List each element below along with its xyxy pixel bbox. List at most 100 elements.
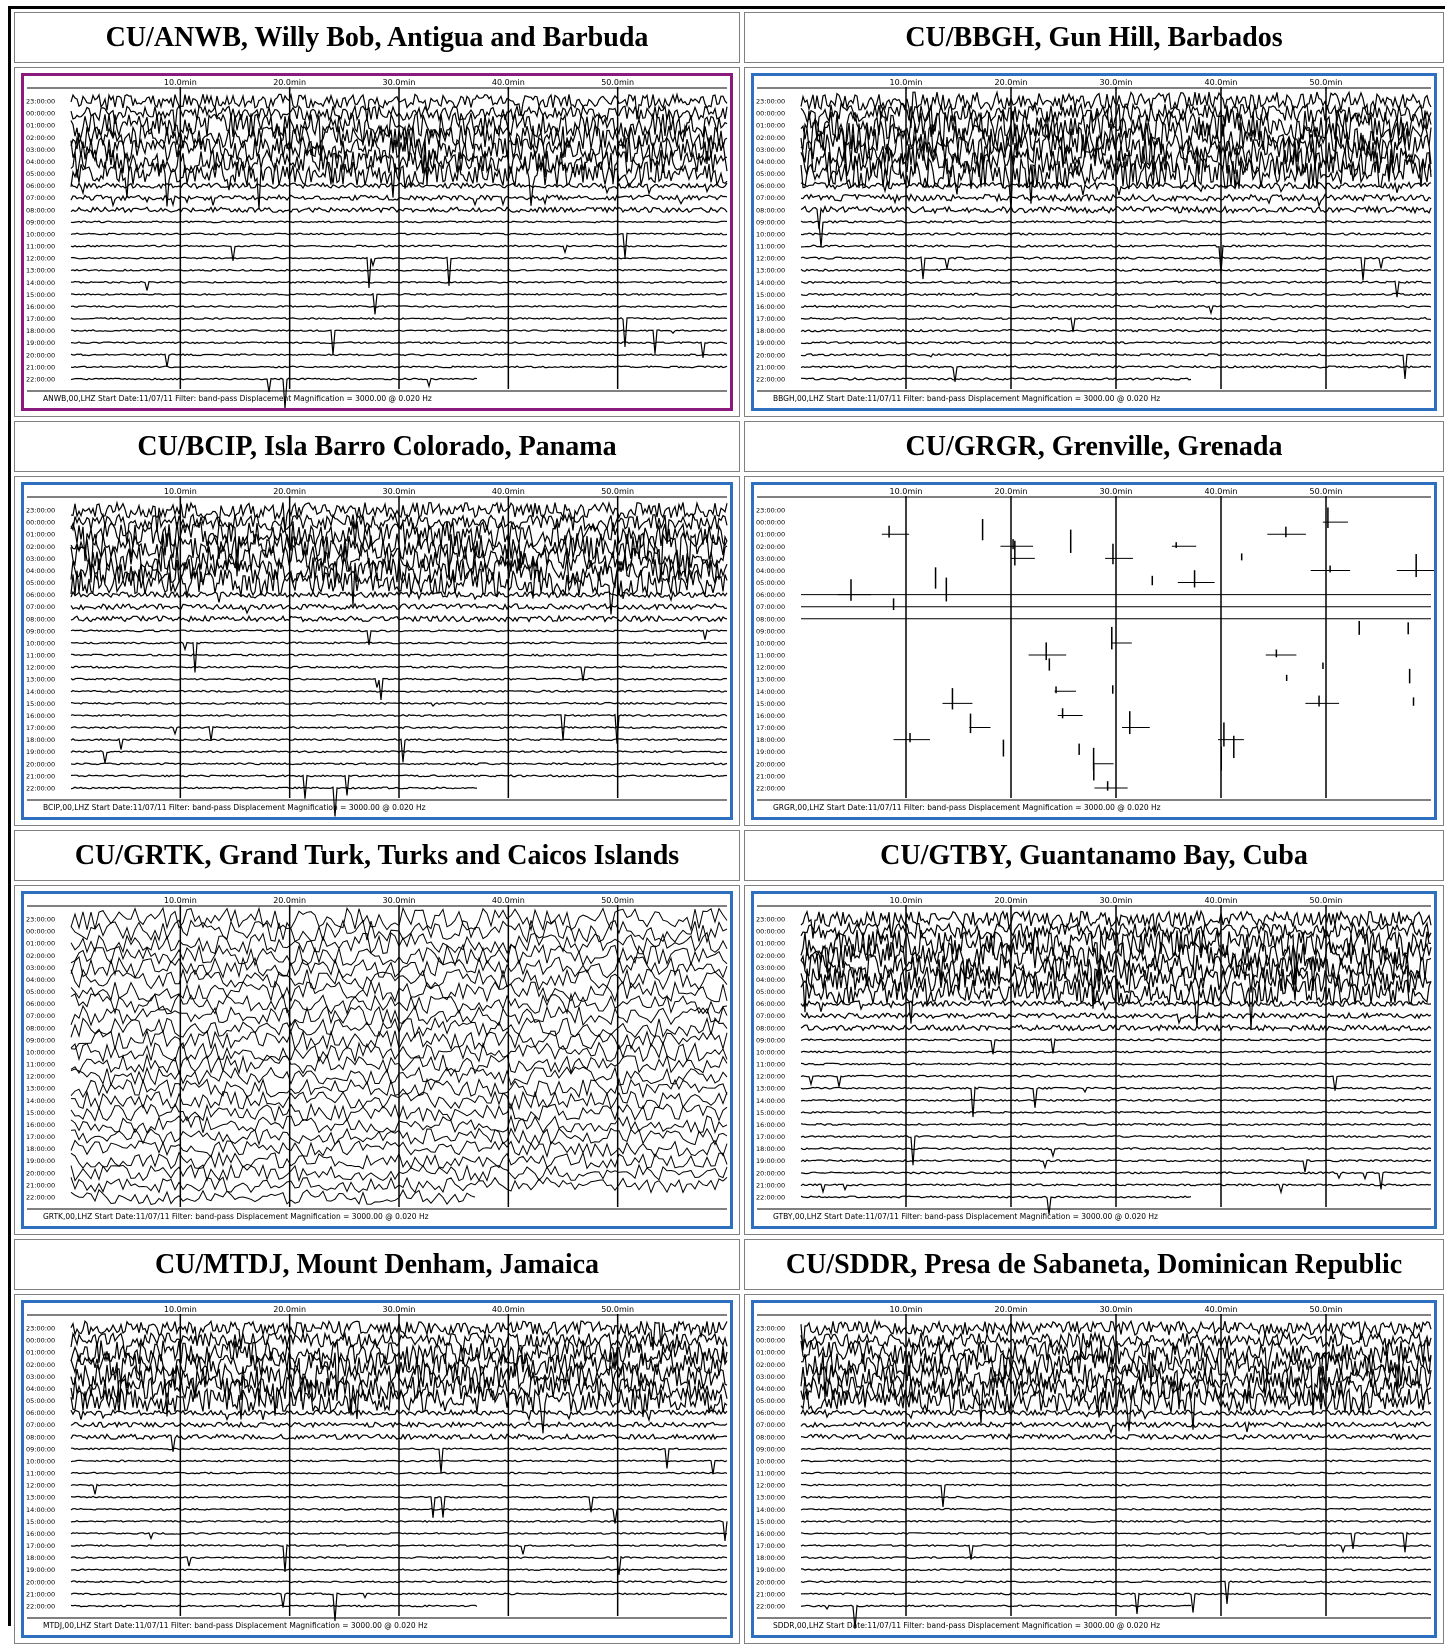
helicorder-cell: 10.0min 20.0min 30.0min 40.0min 50.0min 23:00… xyxy=(744,1294,1444,1644)
trace xyxy=(800,244,1432,274)
hour-label: 14:00:00 xyxy=(26,1506,55,1514)
trace xyxy=(800,1386,1432,1432)
hour-label: 12:00:00 xyxy=(756,255,785,263)
trace xyxy=(70,280,728,291)
minute-label: 50.0min xyxy=(601,896,634,905)
hour-label: 17:00:00 xyxy=(756,315,785,323)
hour-label: 15:00:00 xyxy=(26,700,55,708)
hour-label: 00:00:00 xyxy=(26,928,55,936)
hour-label: 16:00:00 xyxy=(756,1530,785,1538)
trace xyxy=(70,1016,728,1039)
hour-label: 21:00:00 xyxy=(26,1590,55,1598)
hour-label: 22:00:00 xyxy=(756,784,785,792)
helicorder-image: 10.0min 20.0min 30.0min 40.0min 50.0min 23:00… xyxy=(751,1300,1437,1638)
hour-label: 10:00:00 xyxy=(756,639,785,647)
trace xyxy=(70,955,728,980)
trace xyxy=(70,181,728,196)
trace xyxy=(70,1151,728,1170)
hour-label: 21:00:00 xyxy=(756,1590,785,1598)
trace xyxy=(800,921,1432,951)
hour-label: 06:00:00 xyxy=(756,1000,785,1008)
hour-label: 22:00:00 xyxy=(756,1193,785,1201)
trace xyxy=(800,1183,1432,1195)
hour-label: 06:00:00 xyxy=(26,1000,55,1008)
hour-label: 00:00:00 xyxy=(26,1337,55,1345)
trace xyxy=(800,119,1432,165)
minute-label: 40.0min xyxy=(492,896,525,905)
hour-label: 18:00:00 xyxy=(756,1145,785,1153)
hour-label: 09:00:00 xyxy=(26,218,55,226)
trace xyxy=(70,135,728,186)
trace xyxy=(800,205,1432,230)
hour-label: 02:00:00 xyxy=(26,1361,55,1369)
trace xyxy=(70,160,728,210)
trace xyxy=(70,1580,728,1584)
minute-label: 10.0min xyxy=(164,1305,197,1314)
hour-label: 07:00:00 xyxy=(26,1421,55,1429)
hour-label: 23:00:00 xyxy=(756,1325,785,1333)
trace xyxy=(800,180,1432,196)
hour-label: 21:00:00 xyxy=(756,363,785,371)
trace xyxy=(70,629,728,646)
hour-label: 12:00:00 xyxy=(26,1482,55,1490)
hour-label: 16:00:00 xyxy=(26,1121,55,1129)
hour-label: 18:00:00 xyxy=(26,736,55,744)
hour-label: 20:00:00 xyxy=(26,351,55,359)
hour-label: 17:00:00 xyxy=(26,1542,55,1550)
hour-label: 18:00:00 xyxy=(26,1145,55,1153)
hour-label: 16:00:00 xyxy=(756,1121,785,1129)
hour-label: 20:00:00 xyxy=(756,351,785,359)
hour-label: 19:00:00 xyxy=(26,748,55,756)
hour-label: 07:00:00 xyxy=(756,603,785,611)
hour-label: 19:00:00 xyxy=(756,339,785,347)
hour-label: 23:00:00 xyxy=(756,98,785,106)
hour-label: 19:00:00 xyxy=(26,1566,55,1574)
hour-label: 05:00:00 xyxy=(756,988,785,996)
hour-label: 03:00:00 xyxy=(26,964,55,972)
trace xyxy=(70,244,728,261)
trace xyxy=(70,1421,728,1429)
hour-label: 10:00:00 xyxy=(26,230,55,238)
station-title: CU/BBGH, Gun Hill, Barbados xyxy=(744,12,1444,63)
image-footer: GTBY,00,LHZ Start Date:11/07/11 Filter: … xyxy=(773,1212,1158,1221)
trace xyxy=(70,602,728,615)
minute-label: 30.0min xyxy=(1100,78,1133,87)
image-frame xyxy=(21,482,733,820)
trace xyxy=(800,268,1432,272)
hour-label: 23:00:00 xyxy=(26,1325,55,1333)
image-footer: ANWB,00,LHZ Start Date:11/07/11 Filter: … xyxy=(43,394,432,403)
hour-label: 01:00:00 xyxy=(26,940,55,948)
hour-label: 10:00:00 xyxy=(756,230,785,238)
hour-label: 14:00:00 xyxy=(26,688,55,696)
trace xyxy=(70,1077,728,1099)
hour-label: 20:00:00 xyxy=(26,1578,55,1586)
hour-label: 20:00:00 xyxy=(756,1169,785,1177)
hour-label: 08:00:00 xyxy=(26,1024,55,1032)
image-background xyxy=(751,73,1437,411)
hour-label: 06:00:00 xyxy=(756,1409,785,1417)
minute-label: 50.0min xyxy=(1310,896,1343,905)
trace xyxy=(801,377,1192,381)
minute-label: 10.0min xyxy=(890,896,923,905)
image-background xyxy=(21,891,733,1229)
trace xyxy=(800,1134,1432,1166)
trace xyxy=(800,1471,1432,1475)
hour-label: 11:00:00 xyxy=(756,1061,785,1069)
trace xyxy=(800,1507,1432,1511)
helicorder-image: 10.0min 20.0min 30.0min 40.0min 50.0min 23:00… xyxy=(21,891,733,1229)
trace xyxy=(800,1519,1432,1523)
trace xyxy=(70,762,728,766)
trace xyxy=(70,1433,728,1452)
hour-label: 05:00:00 xyxy=(26,579,55,587)
trace xyxy=(70,641,728,673)
station-title: CU/MTDJ, Mount Denham, Jamaica xyxy=(14,1239,740,1290)
minute-label: 20.0min xyxy=(995,896,1028,905)
trace xyxy=(800,108,1432,164)
trace xyxy=(70,123,728,174)
minute-label: 30.0min xyxy=(383,896,416,905)
hour-label: 08:00:00 xyxy=(756,1024,785,1032)
trace xyxy=(800,1338,1432,1386)
hour-label: 19:00:00 xyxy=(26,1157,55,1165)
hour-label: 02:00:00 xyxy=(26,543,55,551)
trace xyxy=(800,952,1432,1009)
